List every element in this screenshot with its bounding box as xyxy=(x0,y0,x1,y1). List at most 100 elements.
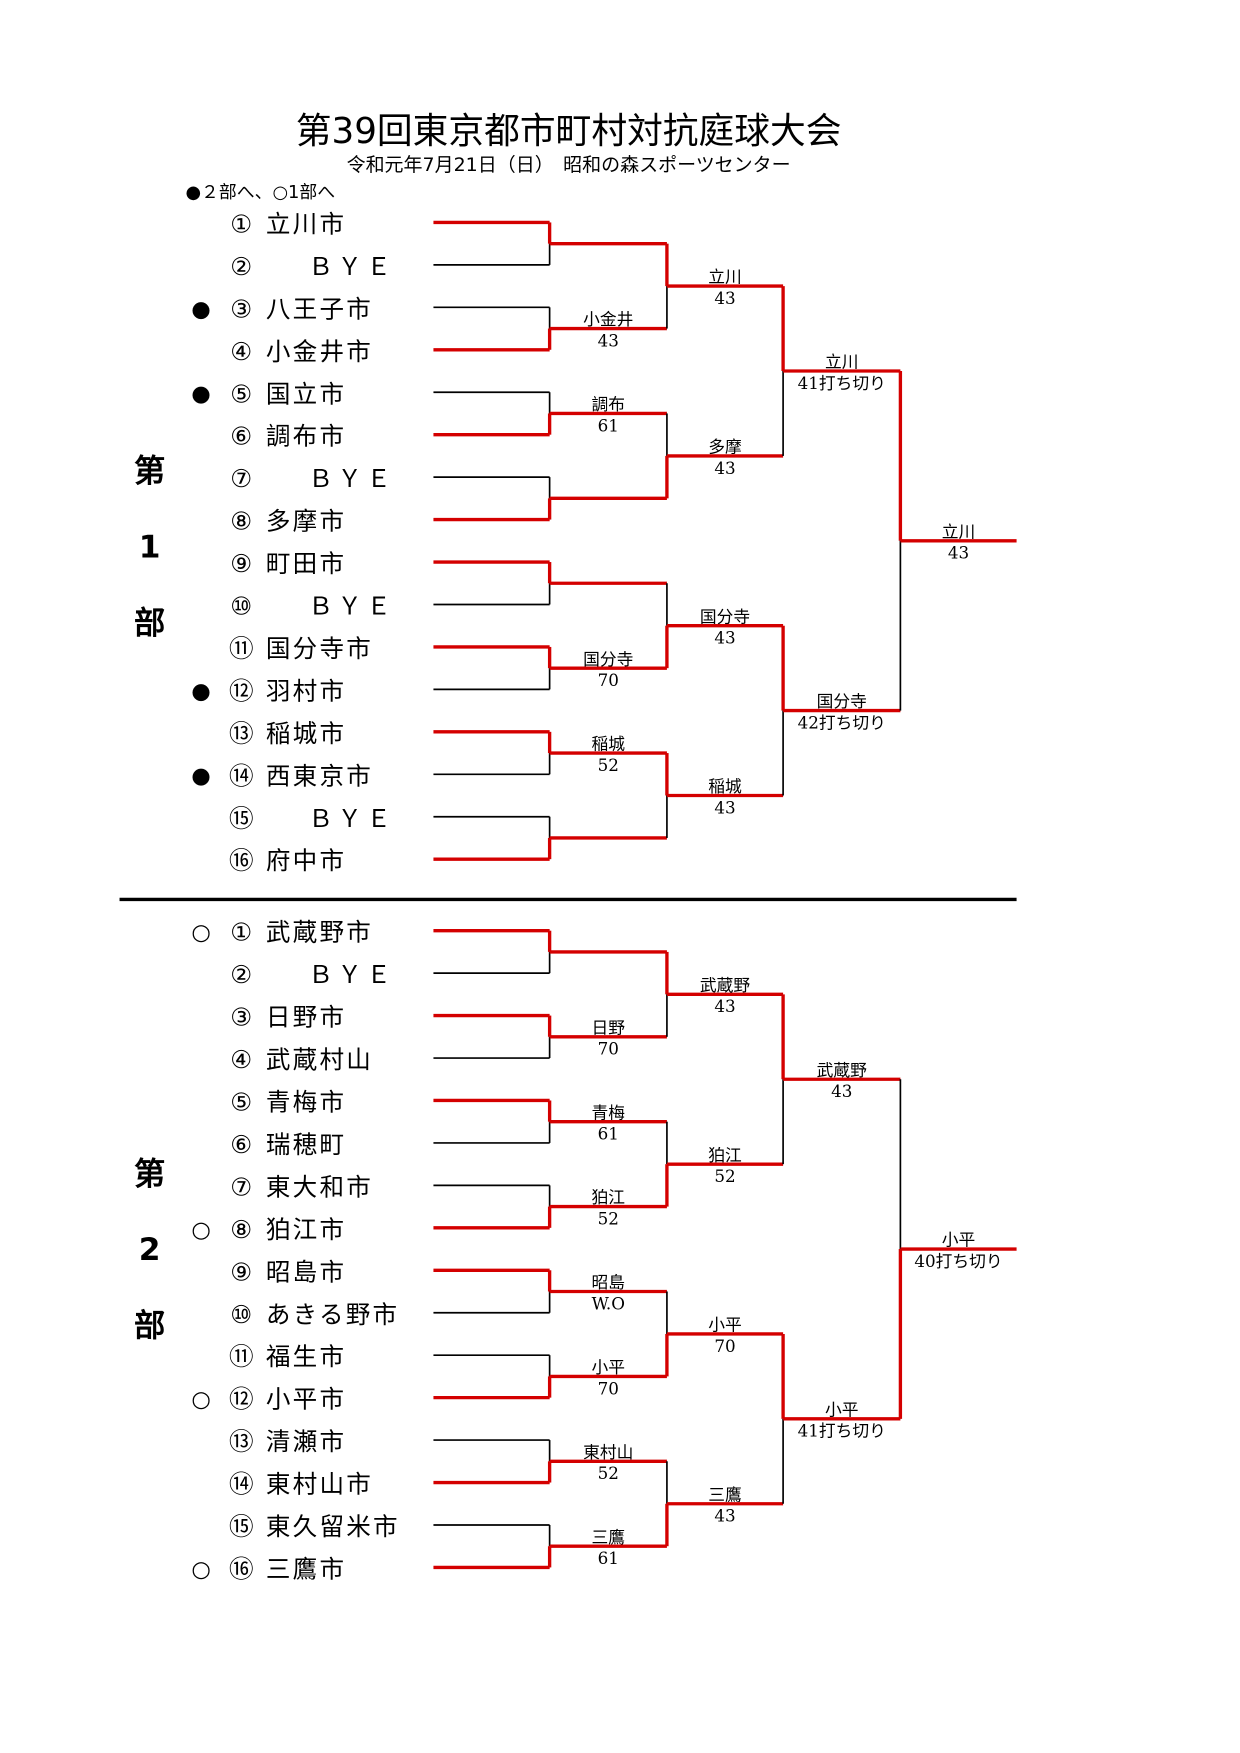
match-score: 43 xyxy=(831,1081,852,1101)
team-entry: ○ ⑯ 三鷹市 xyxy=(191,1554,550,1583)
match-score: 43 xyxy=(714,628,735,648)
match-winner-name: 狛江 xyxy=(708,1145,742,1165)
seed-number: ⑧ xyxy=(230,1215,252,1244)
team-entry: ⑭ 東村山市 xyxy=(229,1470,550,1499)
section-2: 第 2 部 ○ ① 武蔵野市 ② ＢＹＥ ③ 日野市 ④ 武蔵村山 ⑤ 青梅市 ⑥ 瑞穂町 ⑦ 東大和市 ○ ⑧ 狛江市… xyxy=(134,918,1017,1583)
seed-number: ⑪ xyxy=(229,634,254,663)
team-name: 小平市 xyxy=(266,1385,346,1414)
seed-number: ⑨ xyxy=(230,1257,252,1286)
team-name: 稲城市 xyxy=(266,719,346,748)
match-score: 43 xyxy=(714,288,735,308)
team-name: 瑞穂町 xyxy=(266,1130,346,1159)
team-entry: ⑪ 福生市 xyxy=(229,1342,550,1371)
match-winner-name: 稲城 xyxy=(592,734,626,754)
seed-number: ⑭ xyxy=(229,1470,254,1499)
filled-circle-marker: ● xyxy=(191,381,210,407)
team-name: 日野市 xyxy=(266,1003,346,1032)
section-label: 1 xyxy=(139,530,161,566)
match-score: 70 xyxy=(598,1039,619,1059)
match-r1 xyxy=(547,222,667,265)
team-entry: ⑯ 府中市 xyxy=(229,846,550,875)
match-score: 52 xyxy=(714,1166,735,1186)
seed-number: ④ xyxy=(230,1045,252,1074)
team-entry: ⑬ 稲城市 xyxy=(229,719,550,748)
team-name: 町田市 xyxy=(266,549,346,578)
team-name: 立川市 xyxy=(266,209,346,238)
seed-number: ⑧ xyxy=(230,507,252,536)
team-name: 小金井市 xyxy=(266,337,373,366)
seed-number: ⑩ xyxy=(230,1300,252,1329)
page-subtitle: 令和元年7月21日（日） 昭和の森スポーツセンター xyxy=(347,154,791,176)
seed-number: ⑥ xyxy=(230,422,252,451)
section-label: 第 xyxy=(134,454,165,490)
team-name: 武蔵野市 xyxy=(266,918,373,947)
seed-number: ⑯ xyxy=(229,846,254,875)
team-entry: ⑮ ＢＹＥ xyxy=(229,804,550,833)
seed-number: ⑫ xyxy=(229,676,254,705)
team-entry: ② ＢＹＥ xyxy=(230,252,550,281)
bye-slot: ＢＹＥ xyxy=(308,804,395,833)
match-winner-name: 武蔵野 xyxy=(700,975,751,995)
filled-circle-marker: ● xyxy=(191,678,210,704)
match-score: 43 xyxy=(714,996,735,1016)
team-entry: ● ⑫ 羽村市 xyxy=(191,676,550,705)
match-winner-name: 日野 xyxy=(592,1017,626,1037)
match-score: 52 xyxy=(598,1208,619,1228)
match-winner-name: 青梅 xyxy=(592,1102,626,1122)
team-entry: ○ ⑧ 狛江市 xyxy=(191,1215,550,1244)
team-name: 福生市 xyxy=(266,1342,346,1371)
seed-number: ⑤ xyxy=(230,379,252,408)
seed-number: ⑭ xyxy=(229,761,254,790)
filled-circle-marker: ● xyxy=(191,296,210,322)
team-name: 西東京市 xyxy=(266,761,373,790)
team-entry: ⑩ ＢＹＥ xyxy=(230,592,550,621)
match-winner-name: 立川 xyxy=(825,352,859,372)
team-entry: ● ⑤ 国立市 xyxy=(191,379,550,408)
seed-number: ⑪ xyxy=(229,1342,254,1371)
seed-number: ② xyxy=(230,960,252,989)
match-r1 xyxy=(547,930,667,974)
seed-number: ① xyxy=(230,918,252,947)
team-entry: ⑨ 町田市 xyxy=(230,549,550,578)
match-score: 41打ち切り xyxy=(798,1421,886,1441)
team-name: あきる野市 xyxy=(266,1300,400,1329)
team-entry: ⑥ 瑞穂町 xyxy=(230,1130,550,1159)
team-entry: ⑥ 調布市 xyxy=(230,422,550,451)
team-name: 多摩市 xyxy=(266,507,346,536)
team-name: 狛江市 xyxy=(266,1215,346,1244)
team-entry: ⑬ 清瀬市 xyxy=(229,1427,550,1456)
match-winner-name: 狛江 xyxy=(592,1187,626,1207)
bye-slot: ＢＹＥ xyxy=(308,592,395,621)
match-winner-name: 小平 xyxy=(942,1230,976,1250)
match-score: 43 xyxy=(948,543,969,563)
match-winner-name: 武蔵野 xyxy=(817,1060,868,1080)
match-winner-name: 東村山 xyxy=(583,1442,633,1462)
match-score: 61 xyxy=(598,415,619,435)
open-circle-marker: ○ xyxy=(191,1217,210,1243)
team-name: 東久留米市 xyxy=(266,1512,400,1541)
open-circle-marker: ○ xyxy=(191,1556,210,1582)
match-winner-name: 稲城 xyxy=(708,776,742,796)
filled-circle-marker: ● xyxy=(191,763,210,789)
match-score: 61 xyxy=(598,1124,619,1144)
bye-slot: ＢＹＥ xyxy=(308,464,395,493)
match-winner-name: 小平 xyxy=(825,1400,859,1420)
match-winner-name: 国分寺 xyxy=(700,606,750,626)
match-score: 52 xyxy=(598,755,619,775)
open-circle-marker: ○ xyxy=(191,1387,210,1413)
match-r1 xyxy=(547,477,667,520)
